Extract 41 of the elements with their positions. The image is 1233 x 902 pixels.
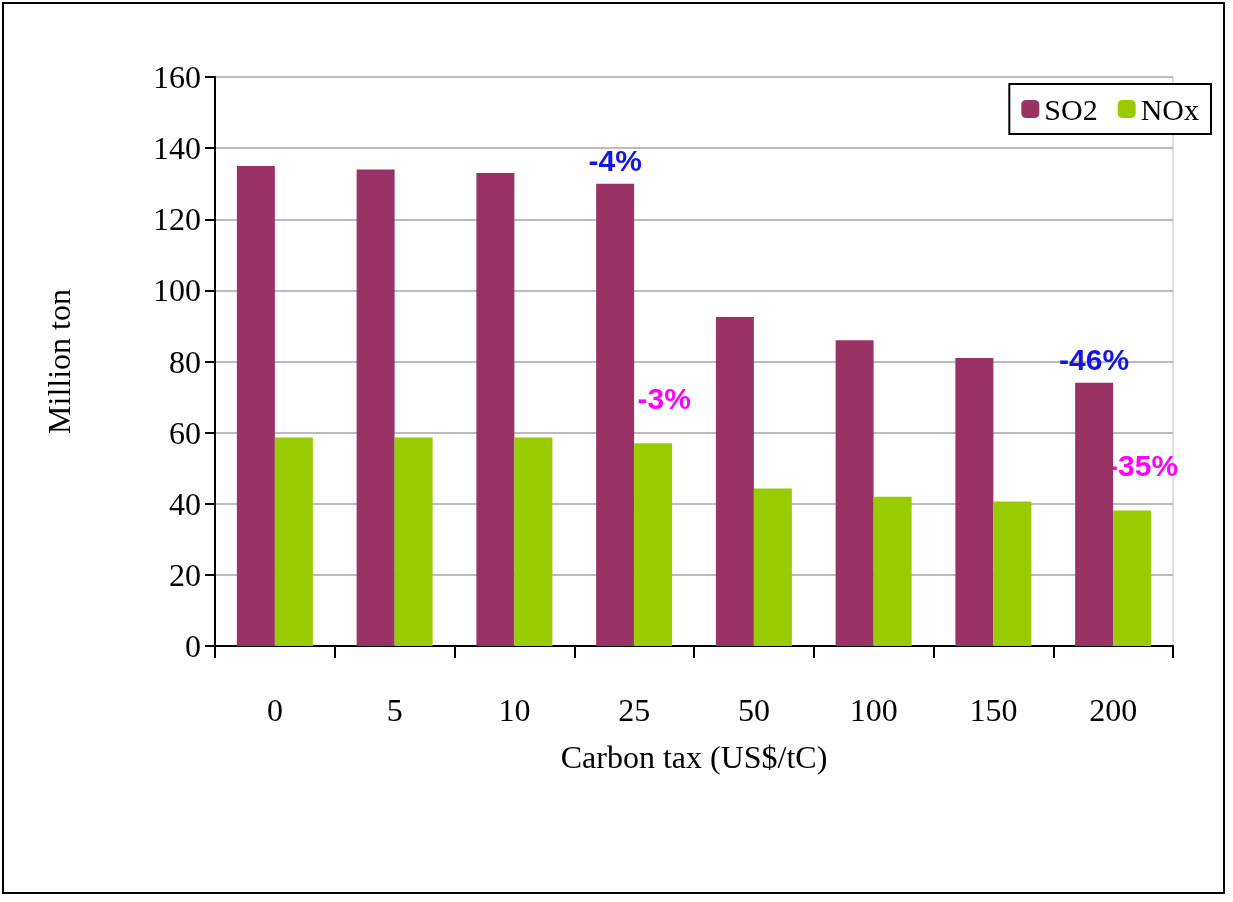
x-tick-label: 100 — [849, 692, 898, 728]
bar — [993, 501, 1032, 646]
y-tick-label: 120 — [153, 201, 201, 238]
annotation: -35% — [1108, 449, 1179, 483]
bar — [715, 317, 754, 646]
bar — [476, 173, 515, 646]
bar — [596, 183, 635, 646]
x-axis-title: Carbon tax (US$/tC) — [560, 739, 828, 775]
bar — [753, 488, 792, 646]
bar — [236, 165, 275, 646]
bar — [1075, 382, 1114, 646]
y-tick-label: 160 — [153, 59, 201, 95]
bar — [1113, 510, 1152, 646]
bar — [356, 169, 395, 646]
y-tick-label: 40 — [169, 485, 201, 522]
y-tick-label: 80 — [169, 343, 201, 380]
x-tick-label: 10 — [498, 692, 531, 728]
x-tick-label: 5 — [386, 692, 403, 728]
legend-label: NOx — [1140, 92, 1200, 126]
bar — [394, 437, 433, 646]
x-tick-label: 25 — [618, 692, 651, 728]
y-axis-title: Million ton — [41, 289, 77, 434]
annotation: -3% — [637, 381, 691, 415]
y-tick-label: 60 — [169, 414, 201, 451]
y-tick-label: 0 — [185, 628, 201, 664]
y-tick-label: 140 — [153, 130, 201, 167]
bar — [873, 496, 912, 646]
annotation: -46% — [1059, 343, 1130, 377]
bar — [514, 437, 553, 646]
x-tick-label: 50 — [737, 692, 770, 728]
x-tick-label: 150 — [969, 692, 1018, 728]
bar — [274, 437, 313, 646]
x-tick-label: 0 — [266, 692, 283, 728]
legend-label: SO2 — [1044, 92, 1098, 126]
bar — [634, 443, 673, 646]
y-tick-label: 20 — [169, 556, 201, 593]
x-tick-label: 200 — [1089, 692, 1138, 728]
y-tick-label: 100 — [153, 272, 201, 309]
annotation: -4% — [588, 144, 642, 178]
bar — [835, 340, 874, 646]
bar — [955, 357, 994, 646]
